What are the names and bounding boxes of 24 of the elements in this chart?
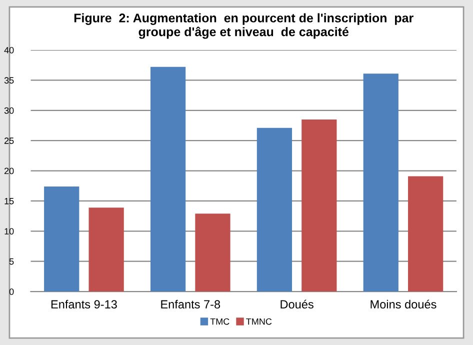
chart-title: Figure 2: Augmentation en pourcent de l'inscription par groupe d'âge et niveau de capacité	[74, 13, 414, 39]
y-tick-label: 15	[4, 198, 14, 204]
bar	[363, 74, 398, 292]
legend-label: TMC	[210, 318, 230, 325]
y-tick-label: 5	[9, 258, 14, 265]
y-tick-label: 30	[4, 107, 14, 114]
bar	[150, 66, 186, 292]
y-tick-label: 35	[4, 77, 14, 84]
x-tick-label: Moins doués	[370, 300, 436, 309]
bar	[44, 186, 80, 292]
y-tick-label: 25	[4, 138, 14, 144]
x-tick-label: Enfants 7-8	[161, 300, 220, 309]
y-tick-label: 20	[4, 168, 14, 174]
y-tick-label: 40	[4, 46, 14, 54]
legend-label: TMNC	[246, 318, 272, 325]
y-tick-label: 10	[4, 228, 14, 235]
bar	[256, 128, 292, 292]
bar	[408, 176, 444, 292]
bar	[195, 214, 230, 292]
y-tick-label: 0	[9, 288, 14, 295]
bar	[302, 119, 337, 292]
x-tick-label: Doués	[280, 300, 314, 309]
x-tick-label: Enfants 9-13	[51, 300, 117, 309]
bar	[88, 208, 124, 292]
